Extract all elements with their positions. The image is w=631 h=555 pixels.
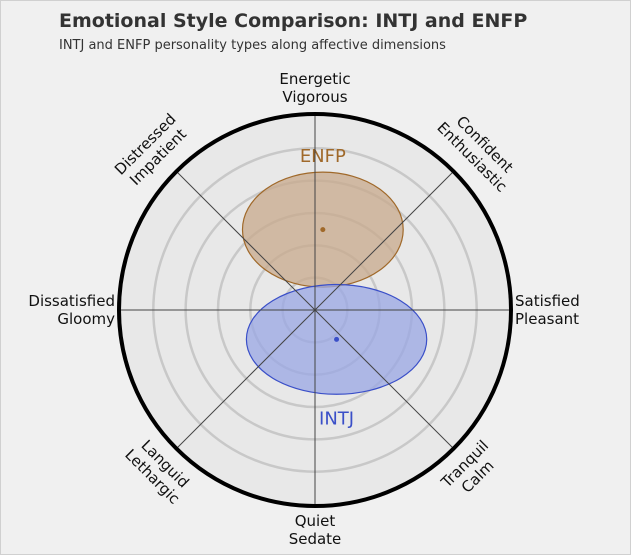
axis-label-left-line1: Dissatisfied [28, 292, 115, 310]
axis-label-top-line2: Vigorous [282, 88, 347, 106]
axis-label-left-line2: Gloomy [57, 310, 115, 328]
chart-title: Emotional Style Comparison: INTJ and ENF… [59, 10, 528, 32]
intj-label: INTJ [319, 408, 354, 429]
enfp-center-point [320, 227, 326, 233]
axis-label-bottom-line2: Sedate [289, 530, 342, 548]
outer-ring [117, 112, 513, 508]
chart-subtitle: INTJ and ENFP personality types along af… [59, 38, 446, 53]
enfp-label: ENFP [300, 146, 346, 167]
intj-center-point [334, 336, 340, 342]
axis-label-right-line2: Pleasant [515, 310, 579, 328]
axis-label-top-line1: Energetic [279, 70, 350, 88]
axis-spoke-4 [176, 171, 454, 449]
axis-label-right-line1: Satisfied [515, 292, 580, 310]
axis-label-bottom-line1: Quiet [295, 512, 336, 530]
